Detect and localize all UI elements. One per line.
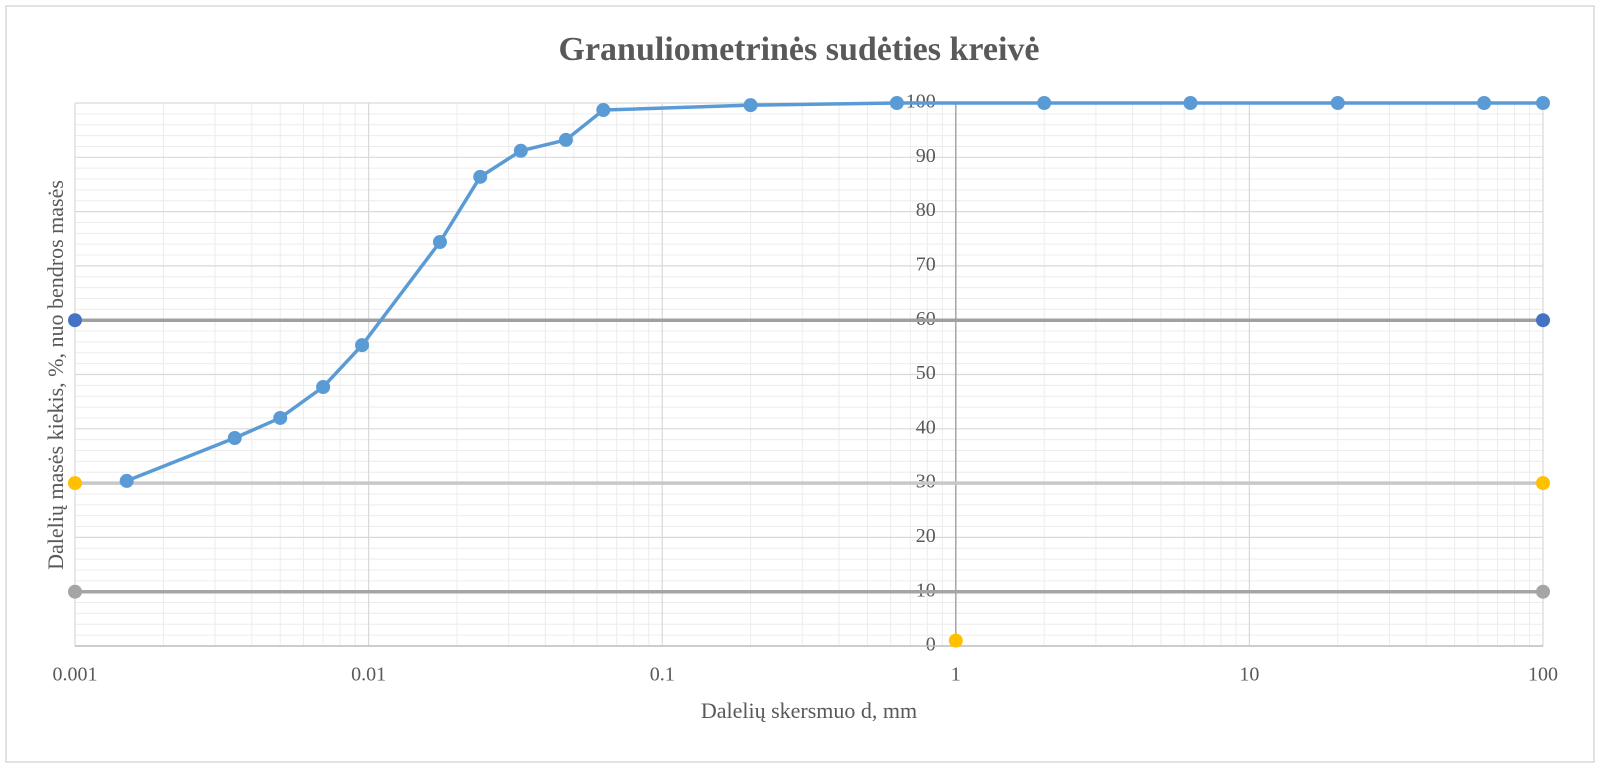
x-axis-label: Dalelių skersmuo d, mm — [701, 698, 917, 723]
x-tick-label: 0.1 — [650, 664, 675, 686]
data-point — [473, 169, 488, 184]
y-tick-label: 50 — [916, 362, 936, 384]
data-point — [1536, 584, 1550, 599]
data-point — [596, 103, 611, 118]
data-point — [1037, 96, 1052, 110]
y-tick-label: 80 — [916, 199, 936, 221]
data-point — [432, 235, 447, 250]
data-point — [68, 584, 82, 599]
y-tick-label: 0 — [926, 634, 936, 656]
data-point — [227, 431, 242, 446]
data-point — [355, 338, 370, 353]
data-point — [316, 379, 331, 394]
x-tick-label: 1 — [951, 664, 961, 686]
data-point — [273, 410, 288, 425]
y-tick-label: 90 — [916, 145, 936, 167]
x-tick-label: 0.01 — [351, 664, 386, 686]
data-point — [1536, 476, 1550, 491]
chart-title: Granuliometrinės sudėties kreivė — [559, 31, 1040, 68]
data-point — [68, 476, 82, 491]
data-point — [1330, 96, 1345, 110]
data-point — [1477, 96, 1492, 110]
data-point — [513, 143, 528, 158]
data-point — [1183, 96, 1198, 110]
data-point — [558, 132, 573, 147]
x-tick-label: 10 — [1239, 664, 1259, 686]
x-tick-label: 0.001 — [53, 664, 98, 686]
y-tick-label: 40 — [916, 416, 936, 438]
data-point — [1536, 313, 1550, 328]
x-tick-label: 100 — [1528, 664, 1558, 686]
data-point — [119, 473, 134, 488]
data-point — [889, 96, 904, 110]
data-point — [1536, 96, 1550, 110]
chart-border — [5, 5, 1595, 763]
data-point — [68, 313, 82, 328]
y-tick-label: 20 — [916, 525, 936, 547]
y-axis-label: Dalelių masės kiekis, %, nuo bendros mas… — [43, 180, 68, 570]
data-point — [948, 633, 963, 648]
y-tick-label: 70 — [916, 253, 936, 275]
data-point — [743, 98, 758, 113]
